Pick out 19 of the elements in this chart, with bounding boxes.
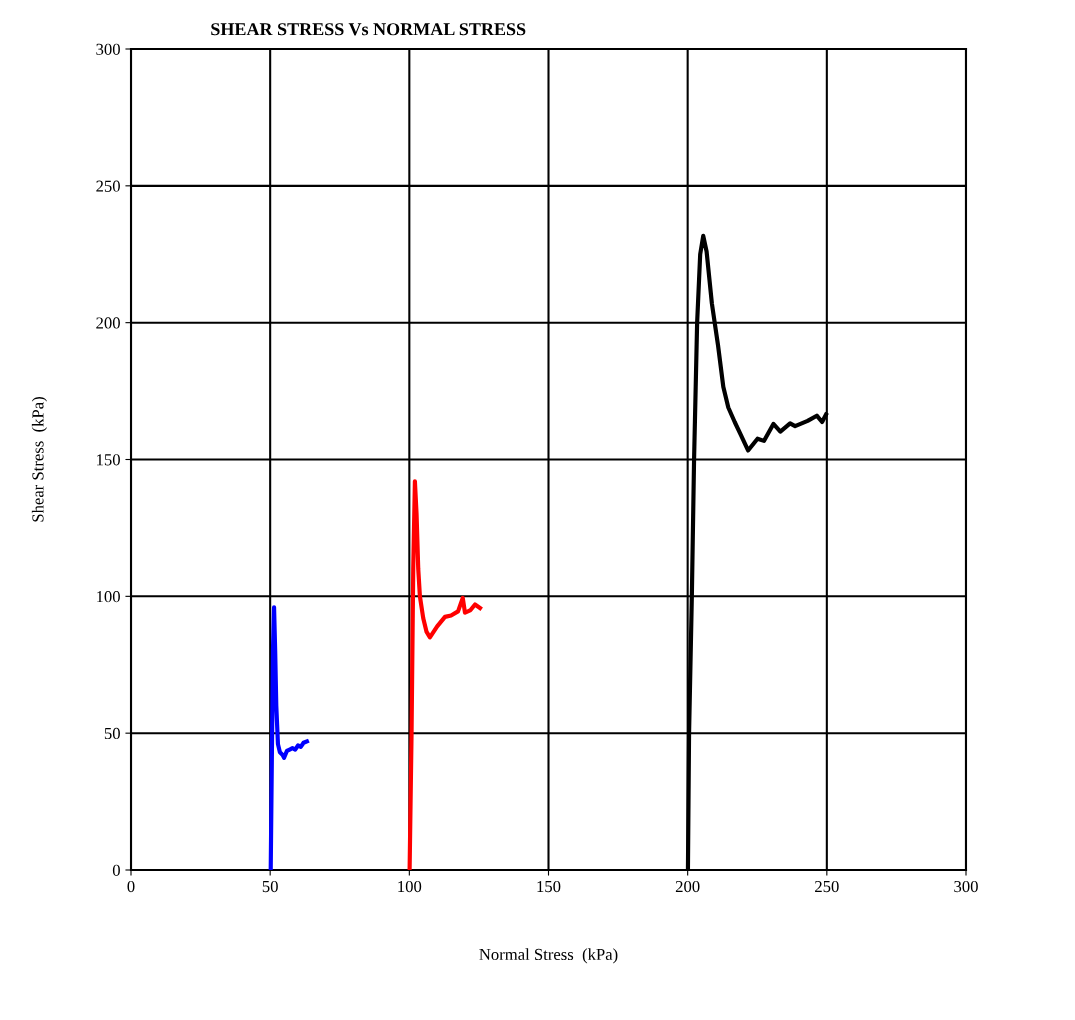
y-tick-label: 250 xyxy=(96,180,120,192)
y-tick-label: 200 xyxy=(96,317,120,329)
x-tick-label: 0 xyxy=(127,880,135,893)
y-axis-title: Shear Stress (kPa) xyxy=(31,397,47,522)
x-tick-label: 150 xyxy=(537,880,561,893)
x-tick-label: 250 xyxy=(815,880,839,893)
y-tick-label: 50 xyxy=(104,727,120,740)
x-axis-title: Normal Stress (kPa) xyxy=(479,948,618,964)
y-tick-label: 300 xyxy=(96,43,120,55)
x-tick-label: 300 xyxy=(954,880,978,893)
y-tick-label: 100 xyxy=(97,591,120,603)
line-series xyxy=(407,479,483,870)
y-tick-label: 150 xyxy=(97,454,120,466)
y-tick-label: 0 xyxy=(112,864,120,876)
x-tick-label: 200 xyxy=(675,880,700,893)
x-tick-label: 50 xyxy=(262,880,278,893)
line-series xyxy=(268,605,309,870)
chart-title: SHEAR STRESS Vs NORMAL STRESS xyxy=(211,23,526,36)
x-tick-label: 100 xyxy=(398,880,422,893)
